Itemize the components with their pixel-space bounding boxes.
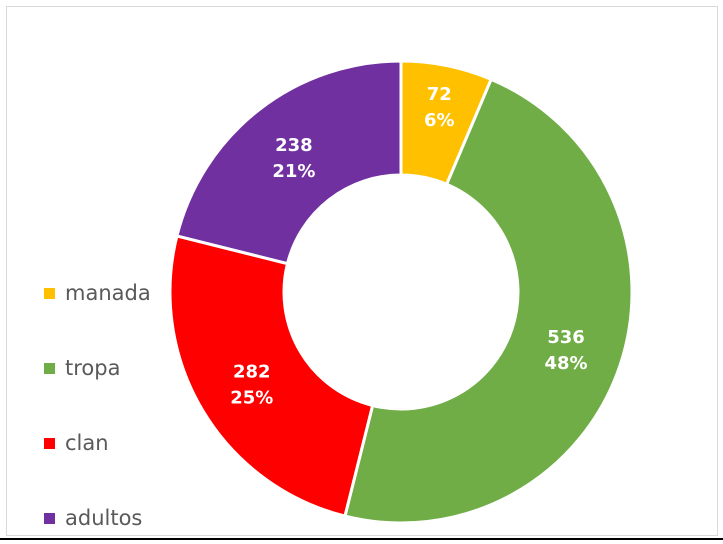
legend-swatch-clan bbox=[44, 437, 55, 449]
legend-swatch-manada bbox=[44, 287, 55, 299]
chart-legend: manada tropa clan adultos bbox=[44, 277, 204, 534]
donut-slice-tropa bbox=[343, 77, 634, 525]
legend-label-adultos: adultos bbox=[65, 506, 143, 530]
legend-label-clan: clan bbox=[65, 431, 109, 455]
data-label-percent-adultos: 21% bbox=[272, 161, 315, 182]
legend-item-clan: clan bbox=[44, 427, 204, 459]
donut-slice-clan bbox=[168, 234, 375, 518]
legend-item-adultos: adultos bbox=[44, 502, 204, 534]
data-label-percent-tropa: 48% bbox=[544, 353, 587, 374]
legend-label-tropa: tropa bbox=[65, 356, 121, 380]
data-label-percent-clan: 25% bbox=[230, 388, 273, 409]
data-label-value-manada: 72 bbox=[427, 84, 452, 105]
legend-item-tropa: tropa bbox=[44, 352, 204, 384]
legend-swatch-tropa bbox=[44, 362, 55, 374]
data-label-value-tropa: 536 bbox=[547, 327, 585, 348]
donut-slice-adultos bbox=[175, 59, 403, 266]
data-label-value-adultos: 238 bbox=[275, 135, 313, 156]
data-label-percent-manada: 6% bbox=[424, 110, 455, 131]
bottom-divider bbox=[0, 538, 723, 540]
legend-item-manada: manada bbox=[44, 277, 204, 309]
legend-swatch-adultos bbox=[44, 512, 55, 524]
data-label-value-clan: 282 bbox=[233, 362, 271, 383]
legend-label-manada: manada bbox=[65, 281, 151, 305]
